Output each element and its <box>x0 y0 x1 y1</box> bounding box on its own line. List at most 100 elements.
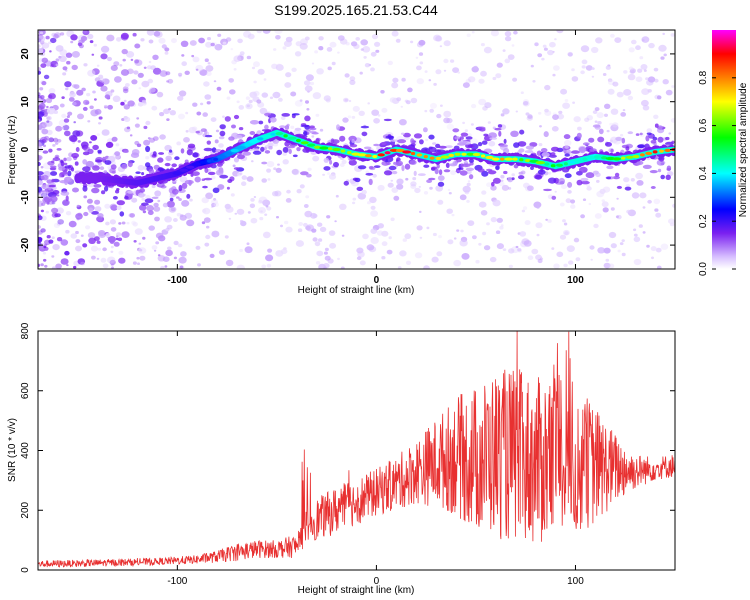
spectrogram-blob <box>284 125 290 130</box>
spectrogram-speckle <box>138 87 142 90</box>
spectrogram-speckle <box>351 115 356 119</box>
spectrogram-speckle <box>180 40 189 47</box>
spectrogram-speckle <box>196 111 202 116</box>
spectrogram-speckle <box>470 123 474 126</box>
ridge-core <box>389 148 398 152</box>
spectrogram-speckle <box>542 44 547 48</box>
spectrogram-blob <box>477 142 483 147</box>
spectrogram-speckle <box>597 247 606 254</box>
spectrogram-speckle <box>83 195 87 199</box>
spectrogram-speckle <box>66 115 70 118</box>
spectrogram-speckle <box>184 70 190 76</box>
spectrogram-speckle <box>43 245 47 249</box>
spectrogram-blob <box>558 177 565 185</box>
ridge-core <box>512 157 518 161</box>
spectrogram-speckle <box>121 221 126 225</box>
spectrogram-speckle <box>563 222 568 226</box>
spectrogram-speckle <box>116 37 122 42</box>
chart-title: S199.2025.165.21.53.C44 <box>274 2 438 18</box>
spectrogram-speckle <box>38 116 43 123</box>
spectrogram-speckle <box>473 65 478 70</box>
spectrogram-speckle <box>266 206 272 211</box>
spectrogram-speckle <box>43 144 46 148</box>
spectrogram-blob <box>576 132 582 139</box>
spectrogram-speckle <box>206 101 211 105</box>
spectrogram-speckle <box>305 74 314 81</box>
spectrogram-blob <box>454 136 461 140</box>
spectrogram-speckle <box>592 110 598 114</box>
spectrogram-speckle <box>284 220 289 225</box>
spectrogram-speckle <box>544 108 549 113</box>
spectrogram-speckle <box>601 199 605 203</box>
spectrogram-speckle <box>213 80 217 83</box>
spectrogram-speckle <box>185 111 189 115</box>
spectrogram-speckle <box>83 146 90 152</box>
spectrogram-speckle <box>83 63 88 67</box>
spectrogram-speckle <box>610 33 615 38</box>
spectrogram-speckle <box>186 219 195 227</box>
spectrogram-speckle <box>75 230 79 235</box>
spectrogram-speckle <box>51 266 57 269</box>
spectrogram-speckle <box>131 79 138 85</box>
ridge-core <box>535 161 546 165</box>
spectrogram-speckle <box>370 210 378 217</box>
spectrogram-speckle <box>670 118 675 123</box>
spectrogram-blob <box>649 170 658 174</box>
spectrogram-speckle <box>533 201 542 209</box>
spectrogram-speckle <box>247 211 251 214</box>
spectrogram-blob <box>657 136 664 143</box>
ridge-core <box>504 157 513 161</box>
spectrogram-speckle <box>275 167 282 173</box>
spectrogram-speckle <box>45 210 49 214</box>
ridge-core <box>287 136 297 140</box>
spectrogram-speckle <box>639 192 647 199</box>
spectrogram-speckle <box>204 242 210 247</box>
spectrogram-speckle <box>109 259 116 265</box>
ridge-core <box>659 149 664 153</box>
spectrogram-speckle <box>262 199 271 207</box>
spectrogram-speckle <box>527 114 533 119</box>
spectrogram-speckle <box>67 111 73 116</box>
spectrogram-speckle <box>440 104 443 107</box>
spectrogram-speckle <box>94 199 101 205</box>
spectrogram-speckle <box>91 255 96 260</box>
spectrogram-blob <box>597 136 605 143</box>
spectrogram-speckle <box>93 43 98 47</box>
spectrogram-speckle <box>471 31 475 34</box>
spectrogram-speckle <box>177 95 184 101</box>
spectrogram-speckle <box>257 68 265 75</box>
spectrogram-blob <box>93 184 102 188</box>
spectrogram-speckle <box>62 66 68 71</box>
spectrogram-speckle <box>610 207 615 211</box>
spectrogram-blob <box>279 125 286 129</box>
spectrogram-speckle <box>228 217 232 220</box>
spectrogram-speckle <box>294 51 302 57</box>
ridge-core <box>230 149 239 153</box>
spectrogram-speckle <box>668 218 675 224</box>
spectrogram-speckle <box>539 125 542 128</box>
spectrogram-blob <box>269 117 277 123</box>
spectrogram-speckle <box>507 54 515 60</box>
spectrogram-blob <box>135 171 141 174</box>
spectrogram-speckle <box>263 78 267 81</box>
spectrogram-speckle <box>73 121 76 124</box>
spectrogram-speckle <box>109 219 116 225</box>
spectrogram-speckle <box>291 168 299 175</box>
spectrogram-blob <box>50 165 57 169</box>
spectrogram-blob <box>606 176 612 180</box>
spectrogram-speckle <box>662 79 669 85</box>
spectrogram-speckle <box>306 108 310 111</box>
spectrogram-speckle <box>151 245 158 250</box>
spectrogram-speckle <box>367 201 371 205</box>
spectrogram-speckle <box>250 198 255 202</box>
spectrogram-speckle <box>38 67 41 72</box>
spectrogram-speckle <box>671 85 675 88</box>
spectrogram-speckle <box>337 51 340 54</box>
spectrogram-speckle <box>60 239 69 246</box>
spectrogram-speckle <box>38 44 41 49</box>
spectrogram-speckle <box>217 184 225 190</box>
ridge-core <box>500 157 505 161</box>
spectrogram-blob <box>368 165 374 170</box>
spectrogram-speckle <box>633 236 641 243</box>
spectrogram-speckle <box>146 65 152 70</box>
